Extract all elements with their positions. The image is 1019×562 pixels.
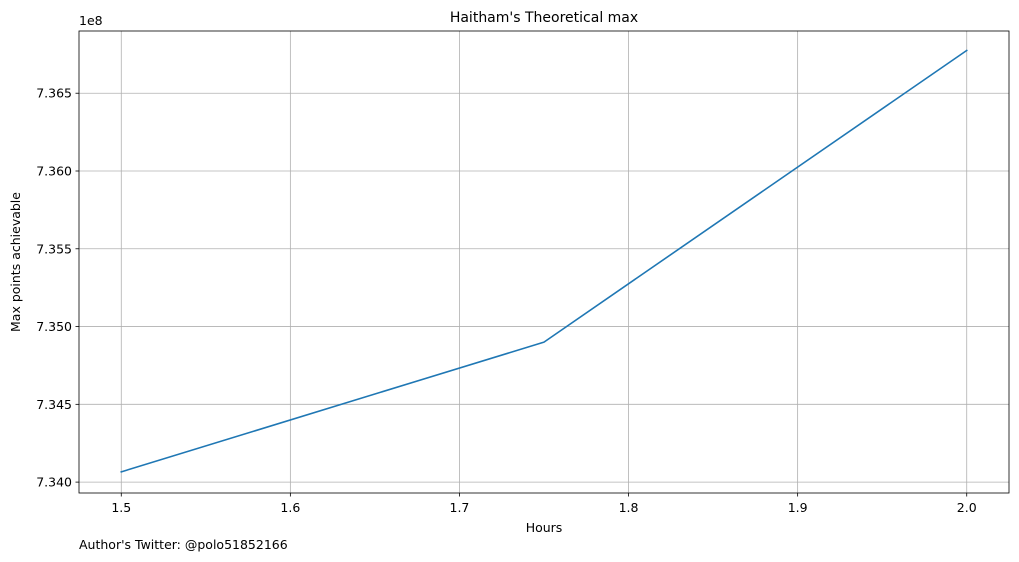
plot-frame: [78, 30, 1010, 494]
x-tick-label: 1.5: [111, 500, 131, 515]
y-tick-label: 7.345: [36, 397, 72, 412]
author-twitter-note: Author's Twitter: @polo51852166: [79, 537, 288, 552]
y-axis-offset-label: 1e8: [79, 13, 103, 28]
x-axis-label: Hours: [526, 520, 563, 535]
x-tick-label: 1.9: [788, 500, 808, 515]
y-tick-label: 7.365: [36, 86, 72, 101]
series-line: [120, 49, 968, 473]
gridlines: [79, 31, 1009, 493]
y-tick-label: 7.355: [36, 241, 72, 256]
y-tick-label: 7.360: [36, 164, 72, 179]
y-tick-label: 7.350: [36, 319, 72, 334]
x-tick-label: 1.7: [450, 500, 470, 515]
y-tick-label: 7.340: [36, 475, 72, 490]
y-axis-ticks: 7.340 7.345 7.350 7.355 7.360 7.365: [36, 86, 79, 490]
chart-title: Haitham's Theoretical max: [450, 10, 638, 26]
x-tick-label: 2.0: [957, 500, 977, 515]
x-axis-ticks: 1.5 1.6 1.7 1.8 1.9 2.0: [111, 493, 977, 515]
series-group: [120, 49, 968, 473]
y-axis-label: Max points achievable: [8, 192, 23, 332]
x-tick-label: 1.6: [280, 500, 300, 515]
x-tick-label: 1.8: [619, 500, 639, 515]
